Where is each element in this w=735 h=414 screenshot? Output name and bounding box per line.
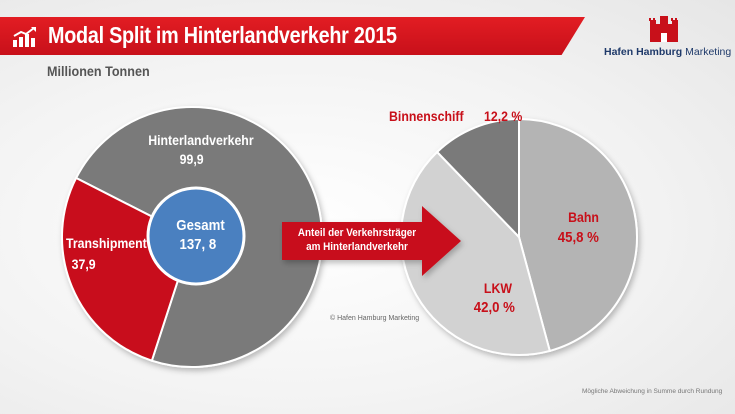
slice-value-bahn: 45,8 % [557,229,599,246]
page-title: Modal Split im Hinterlandverkehr 2015 [48,22,397,48]
arrow-text-line1: Anteil der Verkehrsträger [297,227,417,239]
hamburg-castle-logo [649,16,678,42]
bar-chart-up-icon [13,27,36,47]
pie-chart-share [400,117,638,356]
copyright-text: © Hafen Hamburg Marketing [330,315,420,322]
slice-value-lkw: 42,0 % [473,299,515,316]
center-label-gesamt: Gesamt [176,217,225,234]
slice-value-hinterlandverkehr: 99,9 [179,151,204,167]
share-arrow [282,206,461,276]
logo-text-bold: Hafen Hamburg [604,46,683,58]
slice-label-binnenschiff: Binnenschiff [389,108,464,124]
slice-value-binnenschiff: 12,2 % [484,108,523,124]
center-value-gesamt: 137, 8 [179,236,217,253]
arrow-text: Anteil der Verkehrsträger am Hinterlandv… [294,226,420,254]
footnote-text: Mögliche Abweichung in Summe durch Rundu… [582,388,723,395]
center-circle-gesamt [146,186,246,286]
slice-value-transhipment: 37,9 [71,256,96,272]
slice-label-transhipment: Transhipment [66,235,147,251]
pie-slice-lkw [400,150,552,356]
logo-text-regular: Marketing [685,46,732,58]
pie-slice-bahn [518,117,638,353]
slice-label-hinterlandverkehr: Hinterlandverkehr [148,132,254,148]
slice-label-lkw: LKW [483,280,512,296]
slice-label-bahn: Bahn [568,209,599,225]
logo-text: Hafen Hamburg Marketing [604,46,731,58]
page-subtitle: Millionen Tonnen [47,63,150,79]
arrow-text-line2: am Hinterlandverkehr [306,241,408,253]
title-bar: Modal Split im Hinterlandverkehr 2015 [0,17,585,55]
pie-slice-binnenschiff [435,117,520,240]
